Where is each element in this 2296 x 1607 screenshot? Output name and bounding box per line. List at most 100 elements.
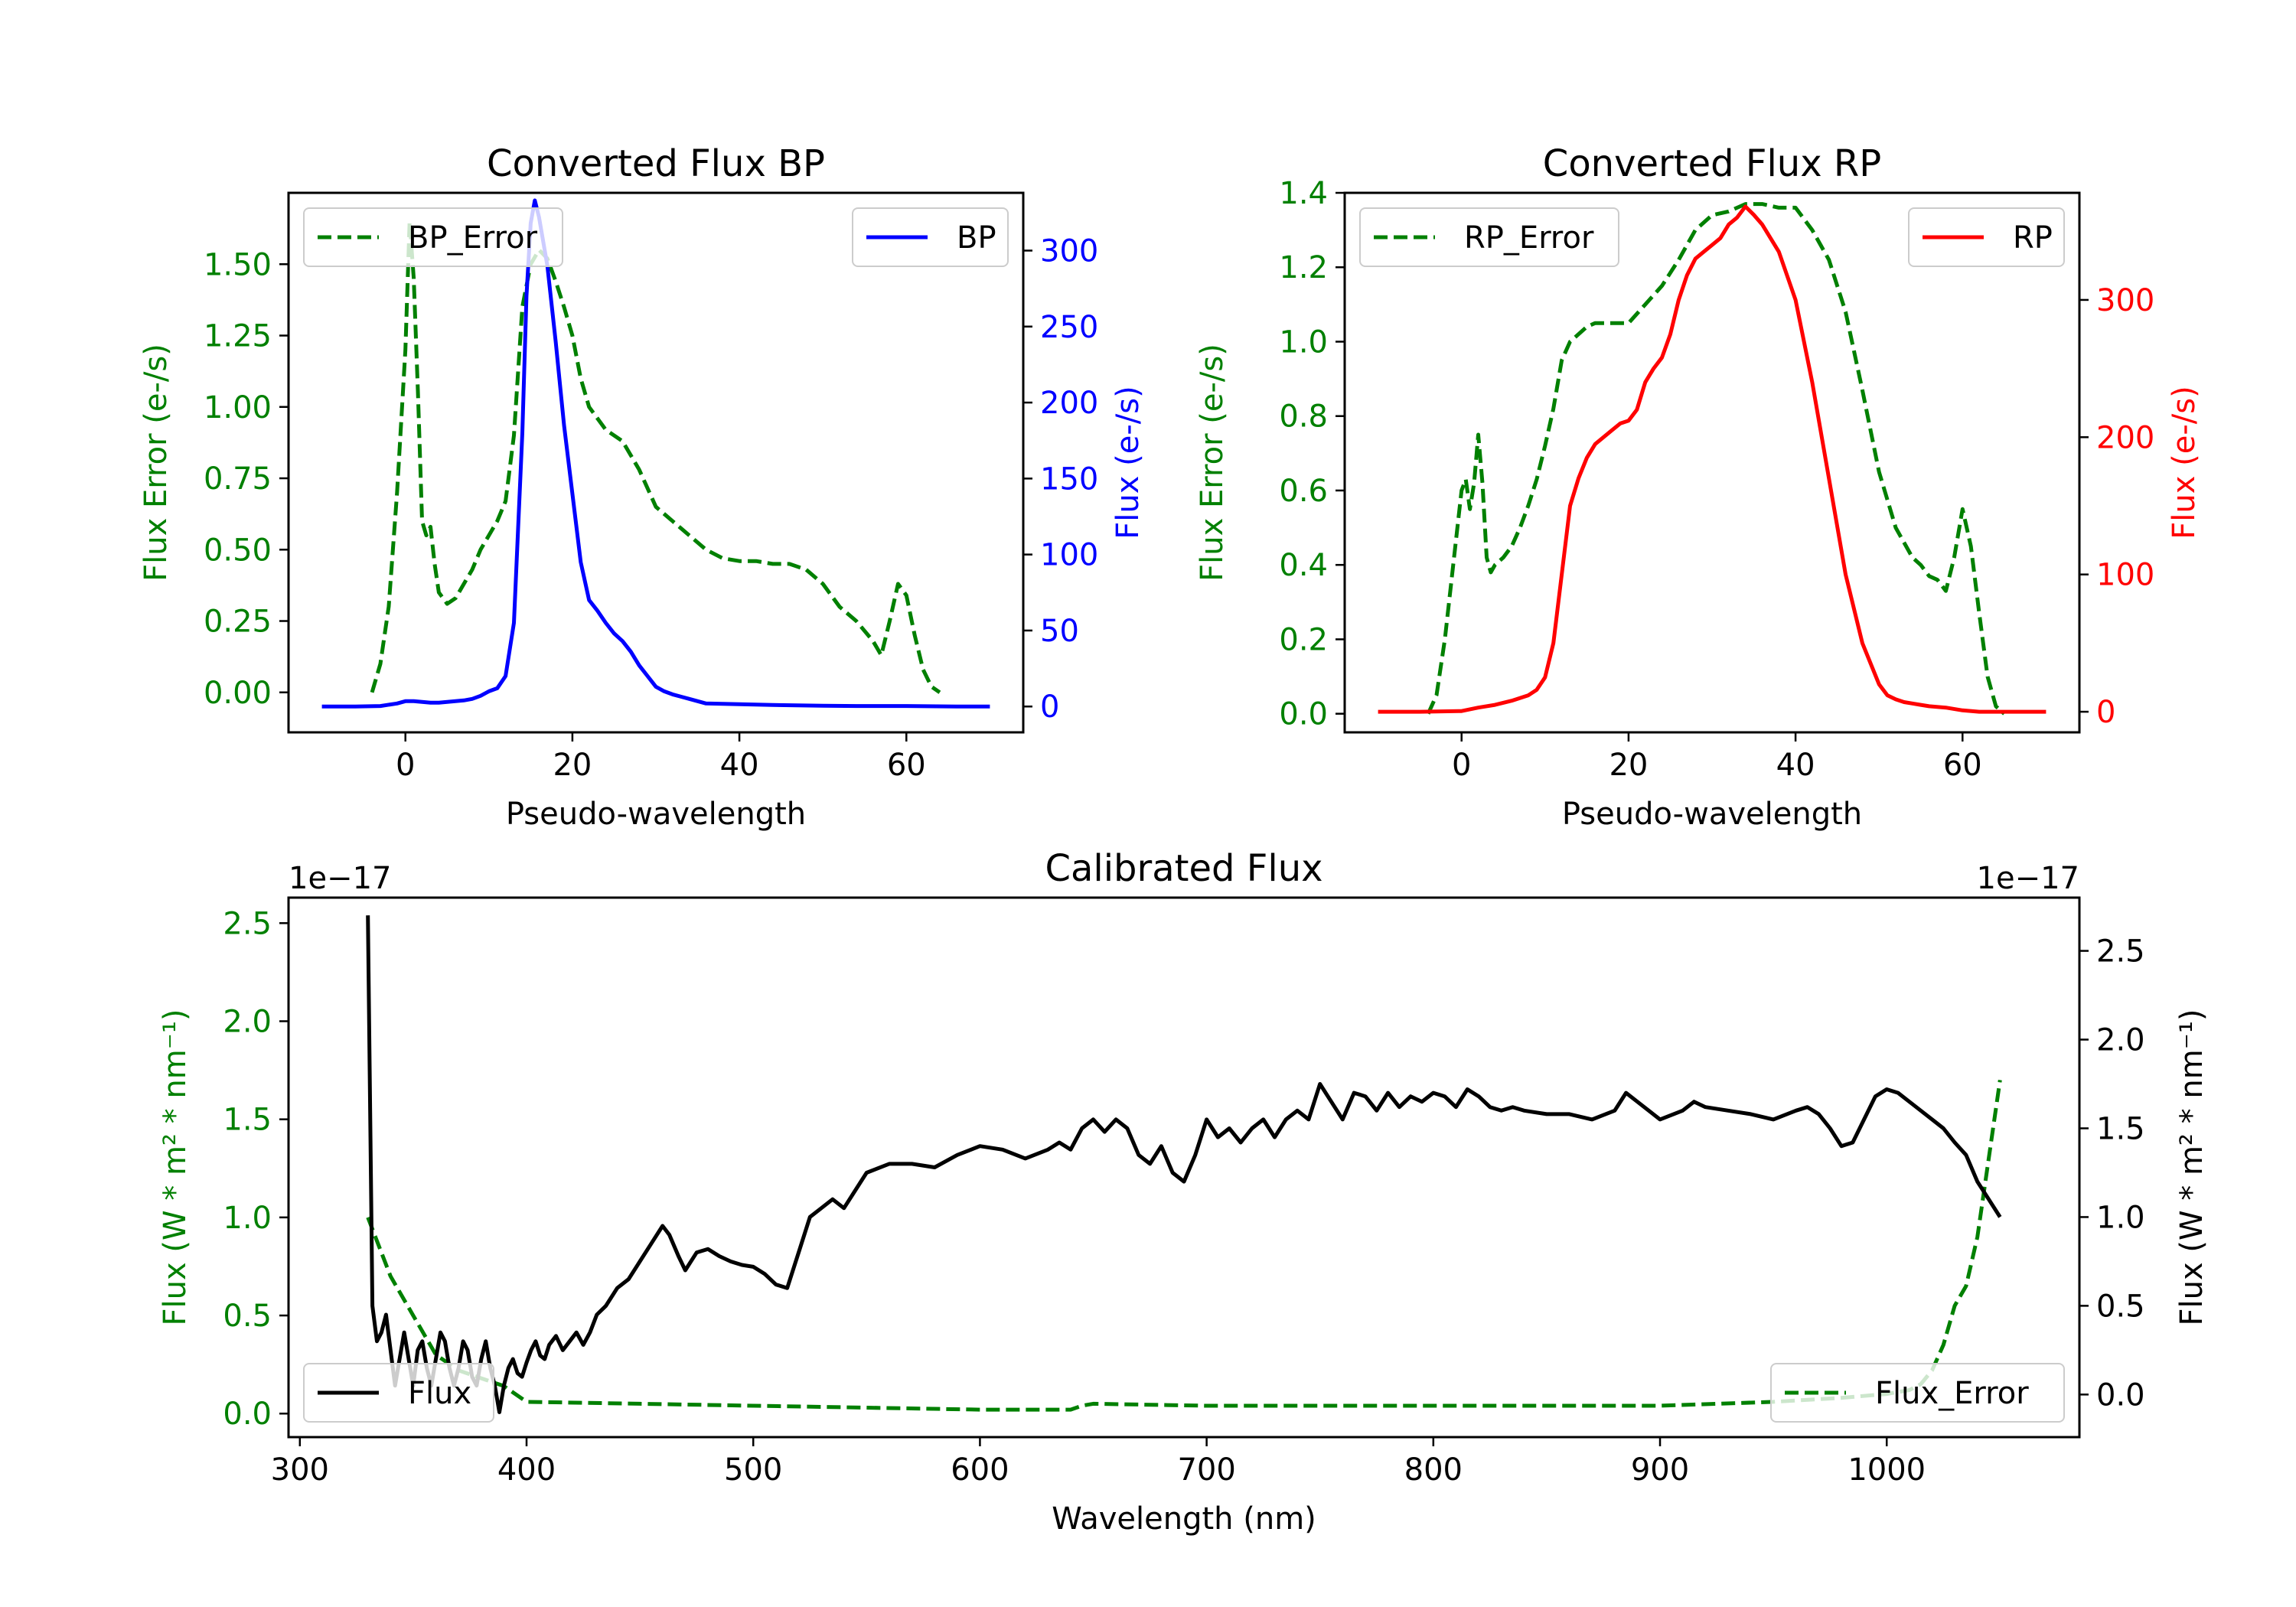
x-axis-label: Pseudo-wavelength <box>1562 797 1862 832</box>
x-tick-label: 40 <box>720 748 759 783</box>
y-right-tick-label: 300 <box>2096 283 2154 318</box>
y-left-tick-label: 1.0 <box>223 1201 272 1236</box>
series-flux <box>366 915 2002 1414</box>
y-left-tick-label: 1.50 <box>204 247 272 282</box>
legend-label: Flux <box>408 1376 471 1411</box>
y-right-tick-label: 50 <box>1040 614 1079 649</box>
x-axis-label: Pseudo-wavelength <box>506 797 806 832</box>
x-tick-label: 900 <box>1631 1452 1689 1488</box>
chart-title: Calibrated Flux <box>1045 847 1322 890</box>
chart-rp: Converted Flux RP 0 20 40 60 Pseudo-wavelengt… <box>1195 142 2202 832</box>
legend-bp: BP <box>852 207 1009 267</box>
y-right-tick-label: 2.0 <box>2096 1023 2145 1058</box>
x-tick-label: 700 <box>1177 1452 1235 1488</box>
x-tick-label: 500 <box>724 1452 782 1488</box>
axes-frame <box>1343 191 2081 734</box>
y-left-tick-label: 0.50 <box>204 533 272 568</box>
y-left-tick-label: 1.2 <box>1279 250 1328 285</box>
legend-box <box>303 1363 494 1423</box>
legend-flux-error: Flux_Error <box>1770 1363 2065 1423</box>
series-rp <box>1378 204 2047 714</box>
y-left-tick-label: 0.0 <box>1279 697 1328 732</box>
y-left-axis-label: Flux Error (e-/s) <box>1195 344 1230 582</box>
x-tick-label: 60 <box>1943 748 1982 783</box>
x-axis-label: Wavelength (nm) <box>1052 1501 1316 1537</box>
y-left-tick-label: 0.25 <box>204 605 272 640</box>
x-tick-label: 600 <box>951 1452 1009 1488</box>
y-left-tick-label: 2.5 <box>223 906 272 941</box>
legend-bp-error: BP_Error <box>303 207 563 267</box>
y-left-tick-label: 0.8 <box>1279 399 1328 435</box>
legend-box <box>303 207 563 267</box>
y-left-tick-label: 0.0 <box>223 1397 272 1432</box>
x-tick-label: 300 <box>271 1452 329 1488</box>
y-left-tick-label: 0.4 <box>1279 548 1328 583</box>
axes-frame <box>287 896 2081 1439</box>
legend-rp-error: RP_Error <box>1359 207 1619 267</box>
y-left-tick-label: 1.4 <box>1279 176 1328 211</box>
y-right-tick-label: 1.5 <box>2096 1111 2145 1146</box>
x-tick-label: 400 <box>497 1452 556 1488</box>
x-tick-label: 40 <box>1776 748 1815 783</box>
y-left-tick-label: 0.6 <box>1279 474 1328 509</box>
legend-box <box>1770 1363 2065 1423</box>
legend-box <box>1908 207 2065 267</box>
legend-box <box>1359 207 1619 267</box>
chart-title: Converted Flux RP <box>1543 142 1881 185</box>
y-left-tick-label: 1.25 <box>204 319 272 354</box>
y-left-tick-label: 2.0 <box>223 1005 272 1040</box>
x-tick-label: 0 <box>1452 748 1471 783</box>
series-rp-error <box>1426 202 2006 715</box>
y-left-tick-label: 0.5 <box>223 1299 272 1334</box>
y-right-tick-label: 1.0 <box>2096 1200 2145 1235</box>
y-left-axis-label: Flux Error (e-/s) <box>139 344 174 582</box>
y-right-tick-label: 0.0 <box>2096 1377 2145 1413</box>
legend-label: RP_Error <box>1464 220 1594 256</box>
y-right-tick-label: 0 <box>2096 695 2115 730</box>
legend-label: BP <box>957 220 996 256</box>
offset-left-label: 1e−17 <box>289 861 391 896</box>
chart-cal: Calibrated Flux 300 400 500 600 700 800 900 1000… <box>158 847 2210 1537</box>
plot-area <box>366 915 2002 1414</box>
y-left-tick-label: 0.2 <box>1279 622 1328 657</box>
series-flux-error <box>366 1080 2002 1412</box>
legend-label: Flux_Error <box>1875 1376 2029 1411</box>
y-right-tick-label: 200 <box>1040 386 1098 421</box>
x-tick-label: 20 <box>1609 748 1648 783</box>
legend-label: RP <box>2013 220 2053 256</box>
y-left-tick-label: 1.00 <box>204 390 272 425</box>
y-right-tick-label: 250 <box>1040 310 1098 345</box>
y-right-tick-label: 100 <box>2096 558 2154 593</box>
y-right-tick-label: 150 <box>1040 461 1098 497</box>
y-right-axis-label: Flux (W * m² * nm⁻¹) <box>2174 1009 2210 1326</box>
axes-frame <box>287 191 1025 734</box>
plot-area <box>1378 202 2047 715</box>
y-right-axis-label: Flux (e-/s) <box>1110 386 1146 539</box>
y-right-axis-label: Flux (e-/s) <box>2167 386 2202 539</box>
legend-flux: Flux <box>303 1363 494 1423</box>
y-right-tick-label: 200 <box>2096 420 2154 455</box>
y-left-tick-label: 0.75 <box>204 461 272 497</box>
chart-bp: Converted Flux BP 0 20 40 60 Pseudo-wavelengt… <box>139 142 1146 832</box>
offset-right-label: 1e−17 <box>1977 861 2079 896</box>
y-right-tick-label: 0.5 <box>2096 1289 2145 1324</box>
x-tick-label: 800 <box>1404 1452 1463 1488</box>
x-tick-label: 60 <box>887 748 926 783</box>
y-left-tick-label: 1.5 <box>223 1103 272 1138</box>
plot-area <box>321 198 990 709</box>
series-bp <box>321 198 990 709</box>
y-left-tick-label: 0.00 <box>204 676 272 711</box>
legend-box <box>852 207 1009 267</box>
x-tick-label: 0 <box>396 748 415 783</box>
x-tick-label: 1000 <box>1848 1452 1926 1488</box>
y-left-axis-label: Flux (W * m² * nm⁻¹) <box>158 1009 193 1326</box>
y-right-tick-label: 300 <box>1040 233 1098 269</box>
y-right-tick-label: 2.5 <box>2096 934 2145 970</box>
legend-label: BP_Error <box>408 220 538 256</box>
y-right-tick-label: 0 <box>1040 689 1059 725</box>
chart-title: Converted Flux BP <box>487 142 825 185</box>
x-tick-label: 20 <box>553 748 592 783</box>
series-bp-error <box>370 219 941 694</box>
y-right-tick-label: 100 <box>1040 538 1098 573</box>
